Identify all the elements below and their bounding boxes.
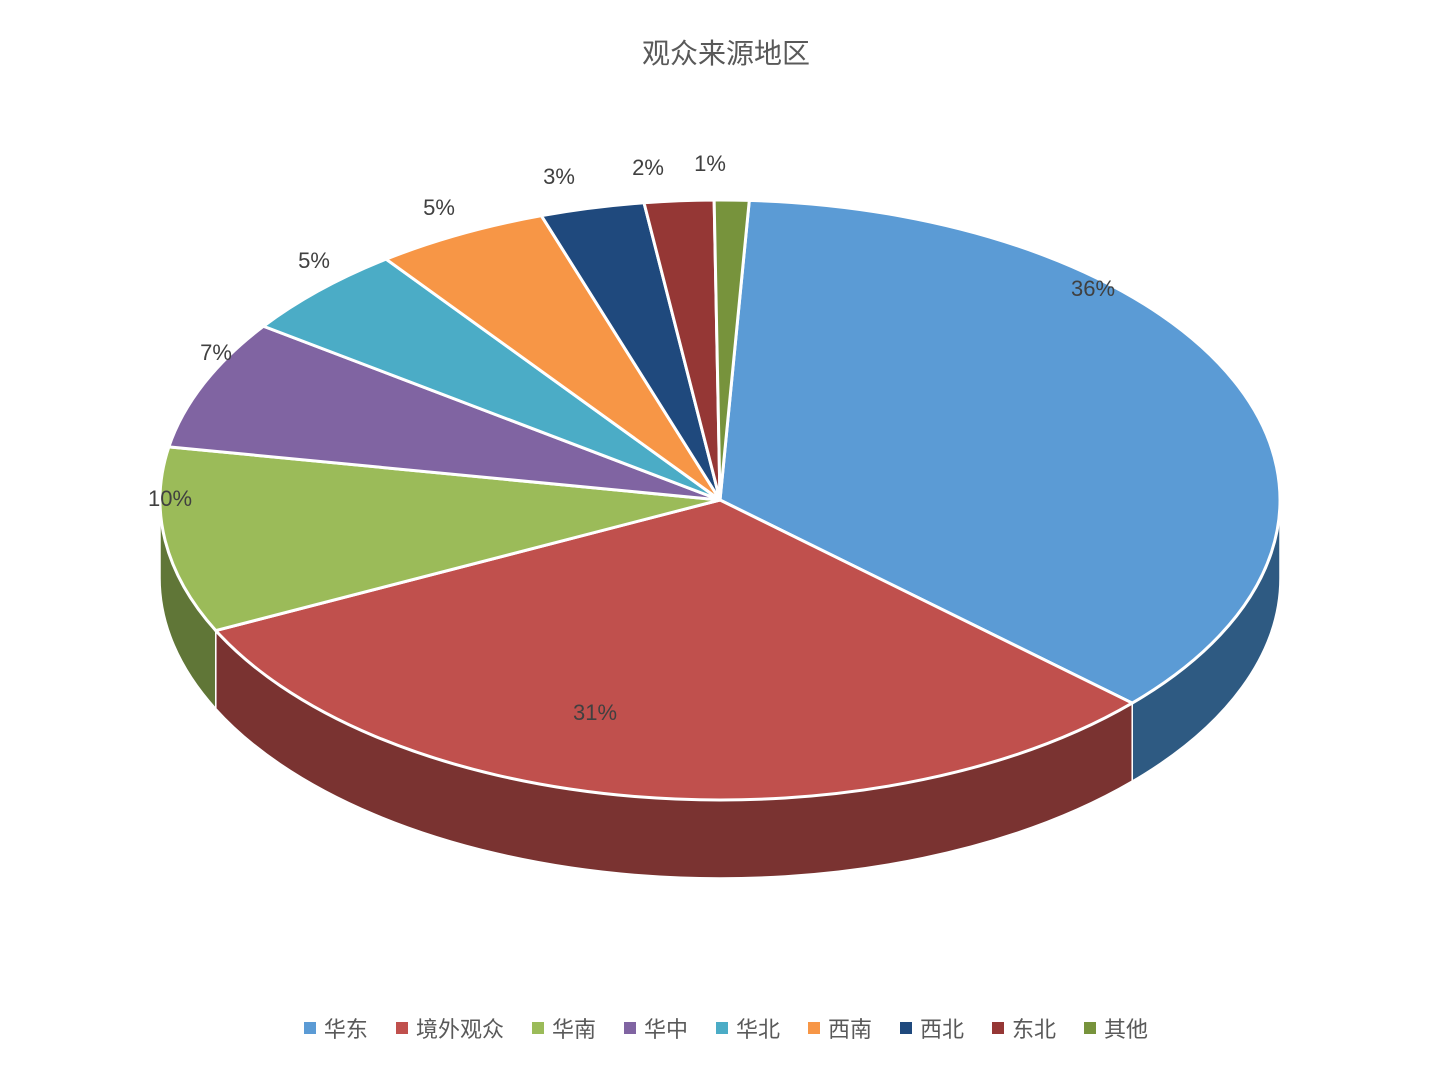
legend-item: 其他: [1084, 1012, 1148, 1044]
pct-label: 31%: [573, 700, 617, 726]
pct-label: 1%: [694, 151, 726, 177]
legend: 华东 境外观众 华南 华中 华北 西南 西北 东北 其他: [0, 1012, 1452, 1044]
legend-item: 华中: [624, 1012, 688, 1044]
legend-swatch: [304, 1022, 316, 1034]
pct-label: 3%: [543, 164, 575, 190]
legend-label: 其他: [1104, 1012, 1148, 1044]
legend-swatch: [808, 1022, 820, 1034]
pie-chart-3d: [0, 0, 1452, 1083]
legend-label: 西北: [920, 1012, 964, 1044]
legend-swatch: [624, 1022, 636, 1034]
pct-label: 7%: [200, 340, 232, 366]
legend-item: 西北: [900, 1012, 964, 1044]
legend-item: 华南: [532, 1012, 596, 1044]
legend-item: 西南: [808, 1012, 872, 1044]
legend-item: 华北: [716, 1012, 780, 1044]
legend-item: 华东: [304, 1012, 368, 1044]
legend-swatch: [396, 1022, 408, 1034]
legend-swatch: [532, 1022, 544, 1034]
legend-label: 华北: [736, 1012, 780, 1044]
legend-swatch: [992, 1022, 1004, 1034]
legend-label: 华东: [324, 1012, 368, 1044]
pct-label: 10%: [148, 486, 192, 512]
legend-swatch: [1084, 1022, 1096, 1034]
legend-label: 境外观众: [416, 1012, 504, 1044]
legend-item: 东北: [992, 1012, 1056, 1044]
legend-item: 境外观众: [396, 1012, 504, 1044]
pct-label: 5%: [298, 248, 330, 274]
legend-label: 东北: [1012, 1012, 1056, 1044]
pct-label: 2%: [632, 155, 664, 181]
pct-label: 5%: [423, 195, 455, 221]
legend-label: 华南: [552, 1012, 596, 1044]
legend-swatch: [900, 1022, 912, 1034]
legend-label: 华中: [644, 1012, 688, 1044]
legend-swatch: [716, 1022, 728, 1034]
legend-label: 西南: [828, 1012, 872, 1044]
pct-label: 36%: [1071, 276, 1115, 302]
